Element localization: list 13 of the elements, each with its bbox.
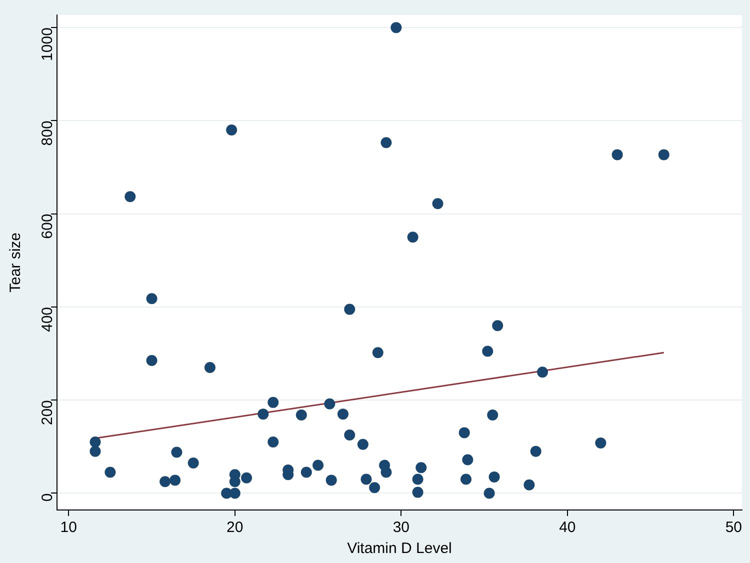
y-tick-label: 600 [39, 214, 56, 239]
x-axis-title: Vitamin D Level [347, 540, 452, 558]
y-tick-label: 400 [39, 306, 56, 332]
x-tick-label: 50 [725, 519, 742, 536]
y-axis-title: Tear size [7, 232, 24, 293]
y-tick-label: 1000 [39, 28, 56, 61]
x-tick-label: 40 [559, 519, 576, 536]
x-tick-label: 20 [226, 519, 244, 536]
y-tick-label: 200 [39, 400, 56, 426]
x-tick-label: 30 [392, 519, 410, 536]
y-tick-label: 0 [39, 493, 56, 502]
x-tick-label: 10 [60, 519, 77, 536]
y-tick-label: 800 [39, 120, 56, 146]
